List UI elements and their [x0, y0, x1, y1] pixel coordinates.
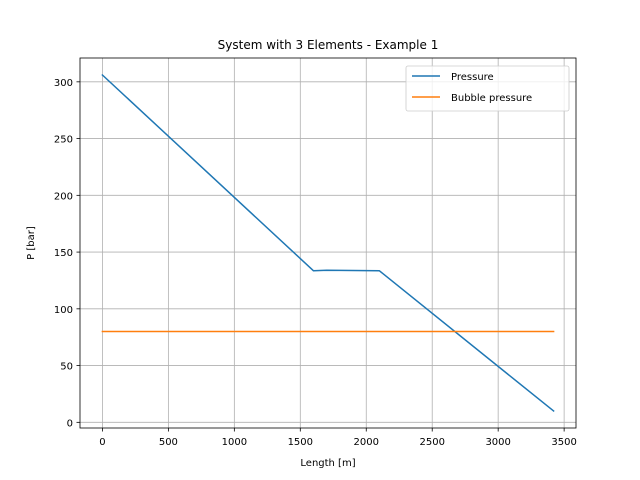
x-tick-label: 2000 [354, 437, 379, 448]
y-tick-label: 50 [60, 362, 73, 373]
legend-label-bubble-pressure: Bubble pressure [451, 93, 532, 104]
legend-box [405, 65, 570, 112]
y-tick-label: 150 [54, 248, 73, 259]
x-tick-label: 1500 [288, 437, 313, 448]
chart-title: System with 3 Elements - Example 1 [218, 38, 439, 52]
y-tick-label: 100 [54, 305, 73, 316]
y-tick-label: 300 [54, 78, 73, 89]
y-tick-label: 250 [54, 135, 73, 146]
y-tick-label: 0 [67, 418, 73, 429]
legend-label-pressure: Pressure [451, 72, 494, 83]
x-tick-label: 500 [159, 437, 178, 448]
x-tick-label: 3000 [485, 437, 510, 448]
x-tick-label: 0 [99, 437, 105, 448]
series-lines [101, 73, 555, 413]
x-axis-ticks: 0 500 1000 1500 2000 2500 3000 3500 [99, 428, 577, 448]
x-tick-label: 3500 [551, 437, 576, 448]
x-tick-label: 1000 [222, 437, 247, 448]
y-tick-label: 200 [54, 191, 73, 202]
x-axis-label: Length [m] [300, 458, 355, 469]
legend: Pressure Bubble pressure [405, 65, 570, 112]
grid [80, 58, 576, 428]
series-line-pressure [101, 73, 555, 413]
x-tick-label: 2500 [419, 437, 444, 448]
axes-frame [79, 57, 577, 429]
y-axis-ticks: 0 50 100 150 200 250 300 [54, 78, 80, 429]
y-axis-label: P [bar] [26, 226, 37, 260]
